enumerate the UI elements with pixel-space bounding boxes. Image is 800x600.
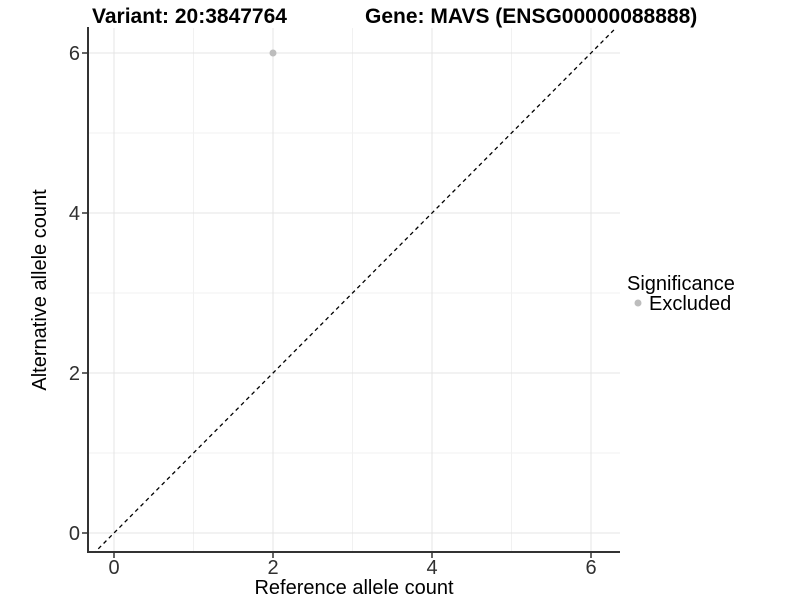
y-axis-title: Alternative allele count — [29, 189, 51, 391]
legend-label-excluded: Excluded — [649, 293, 731, 315]
y-axis-tick-labels: 0 2 4 6 — [69, 43, 80, 545]
data-point — [269, 49, 277, 57]
plot-title-variant: Variant: 20:3847764 — [92, 5, 287, 28]
minor-gridlines — [88, 28, 620, 552]
identity-line — [94, 28, 617, 552]
x-axis-tick-labels: 0 2 4 6 — [108, 557, 596, 579]
plot-panel — [88, 28, 620, 552]
major-gridlines — [88, 28, 620, 552]
y-tick-label: 6 — [69, 43, 80, 65]
y-axis-ticks — [82, 52, 88, 534]
x-tick-label: 2 — [267, 557, 278, 579]
x-tick-label: 6 — [585, 557, 596, 579]
y-tick-label: 4 — [69, 203, 80, 225]
y-tick-label: 2 — [69, 363, 80, 385]
plot-title-gene: Gene: MAVS (ENSG00000088888) — [365, 5, 697, 28]
x-axis-title: Reference allele count — [254, 577, 453, 599]
y-tick-label: 0 — [69, 523, 80, 545]
data-points-layer — [269, 49, 277, 57]
x-tick-label: 4 — [426, 557, 437, 579]
x-axis-ticks — [113, 552, 592, 558]
legend-title: Significance — [627, 273, 735, 295]
x-tick-label: 0 — [108, 557, 119, 579]
legend-key-dot-excluded — [634, 299, 642, 307]
legend: Significance Excluded — [627, 273, 735, 315]
